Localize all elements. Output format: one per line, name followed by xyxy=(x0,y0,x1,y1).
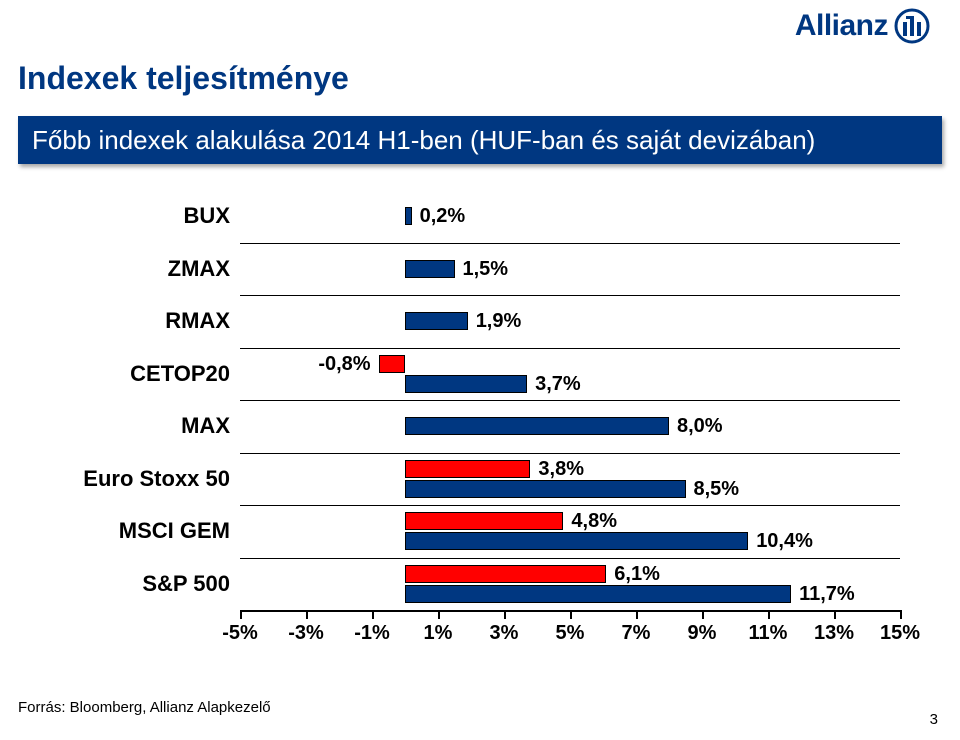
x-tick-label: -1% xyxy=(354,622,390,645)
category-label: ZMAX xyxy=(168,256,230,282)
bar-value-label: 8,0% xyxy=(677,415,723,438)
allianz-icon xyxy=(894,8,930,44)
x-tick-label: 15% xyxy=(880,622,920,645)
grid-area: 0,2% 1,5% 1,9% -0,8% 3,7% 8,0% 3,8% 8,5% 4,8% 10,… xyxy=(240,190,900,610)
x-tick xyxy=(438,610,440,619)
source-text: Forrás: Bloomberg, Allianz Alapkezelő xyxy=(18,699,271,716)
bar xyxy=(379,355,405,373)
x-tick xyxy=(636,610,638,619)
row-separator xyxy=(240,295,900,296)
category-label: S&P 500 xyxy=(142,571,230,597)
plot-area: 0,2% 1,5% 1,9% -0,8% 3,7% 8,0% 3,8% 8,5% 4,8% 10,… xyxy=(240,190,900,650)
x-tick xyxy=(306,610,308,619)
bar xyxy=(405,585,791,603)
category-label: MAX xyxy=(181,413,230,439)
page-number: 3 xyxy=(930,711,938,728)
row-separator xyxy=(240,348,900,349)
x-tick xyxy=(834,610,836,619)
bar xyxy=(405,565,606,583)
x-tick xyxy=(504,610,506,619)
row-separator xyxy=(240,400,900,401)
category-labels: BUX ZMAX RMAX CETOP20 MAX Euro Stoxx 50 MSCI G… xyxy=(60,190,240,650)
bar xyxy=(405,460,530,478)
x-tick xyxy=(570,610,572,619)
row-separator xyxy=(240,453,900,454)
bar xyxy=(405,375,527,393)
x-tick-label: 9% xyxy=(688,622,717,645)
subtitle-bar: Főbb indexek alakulása 2014 H1-ben (HUF-… xyxy=(18,116,942,164)
subtitle: Főbb indexek alakulása 2014 H1-ben (HUF-… xyxy=(32,125,815,156)
x-tick xyxy=(372,610,374,619)
bar-value-label: 0,2% xyxy=(420,205,466,228)
brand-logo: Allianz xyxy=(795,8,930,44)
slide: Allianz Indexek teljesítménye Főbb index… xyxy=(0,0,960,740)
x-axis: -5%-3%-1%1%3%5%7%9%11%13%15% xyxy=(240,610,900,650)
bar xyxy=(405,417,669,435)
x-tick xyxy=(702,610,704,619)
row-separator xyxy=(240,558,900,559)
category-label: CETOP20 xyxy=(130,361,230,387)
bar-value-label: 11,7% xyxy=(799,583,855,606)
bar-value-label: 3,8% xyxy=(538,458,584,481)
bar-chart: BUX ZMAX RMAX CETOP20 MAX Euro Stoxx 50 MSCI G… xyxy=(60,190,900,650)
x-tick xyxy=(768,610,770,619)
category-label: BUX xyxy=(184,203,230,229)
page-title: Indexek teljesítménye xyxy=(18,60,349,97)
bar-value-label: 8,5% xyxy=(694,478,740,501)
category-label: RMAX xyxy=(165,308,230,334)
bar xyxy=(405,512,563,530)
brand-name: Allianz xyxy=(795,9,888,43)
x-tick xyxy=(240,610,242,619)
x-tick xyxy=(900,610,902,619)
x-tick-label: 5% xyxy=(556,622,585,645)
bar-value-label: 4,8% xyxy=(571,510,617,533)
bar-value-label: 6,1% xyxy=(614,563,660,586)
x-tick-label: 13% xyxy=(814,622,854,645)
x-tick-label: 11% xyxy=(749,622,788,645)
bar xyxy=(405,312,468,330)
bar-value-label: 1,5% xyxy=(463,258,509,281)
x-tick-label: -5% xyxy=(222,622,258,645)
bar-value-label: 10,4% xyxy=(756,530,813,553)
bar xyxy=(405,532,748,550)
row-separator xyxy=(240,505,900,506)
category-label: Euro Stoxx 50 xyxy=(83,466,230,492)
bar xyxy=(405,260,455,278)
bar xyxy=(405,207,412,225)
x-tick-label: 1% xyxy=(424,622,453,645)
x-tick-label: -3% xyxy=(288,622,324,645)
x-tick-label: 3% xyxy=(490,622,519,645)
bar-value-label: 3,7% xyxy=(535,373,581,396)
row-separator xyxy=(240,243,900,244)
bar xyxy=(405,480,686,498)
x-tick-label: 7% xyxy=(622,622,651,645)
bar-value-label: -0,8% xyxy=(318,353,370,376)
category-label: MSCI GEM xyxy=(119,518,230,544)
bar-value-label: 1,9% xyxy=(476,310,522,333)
